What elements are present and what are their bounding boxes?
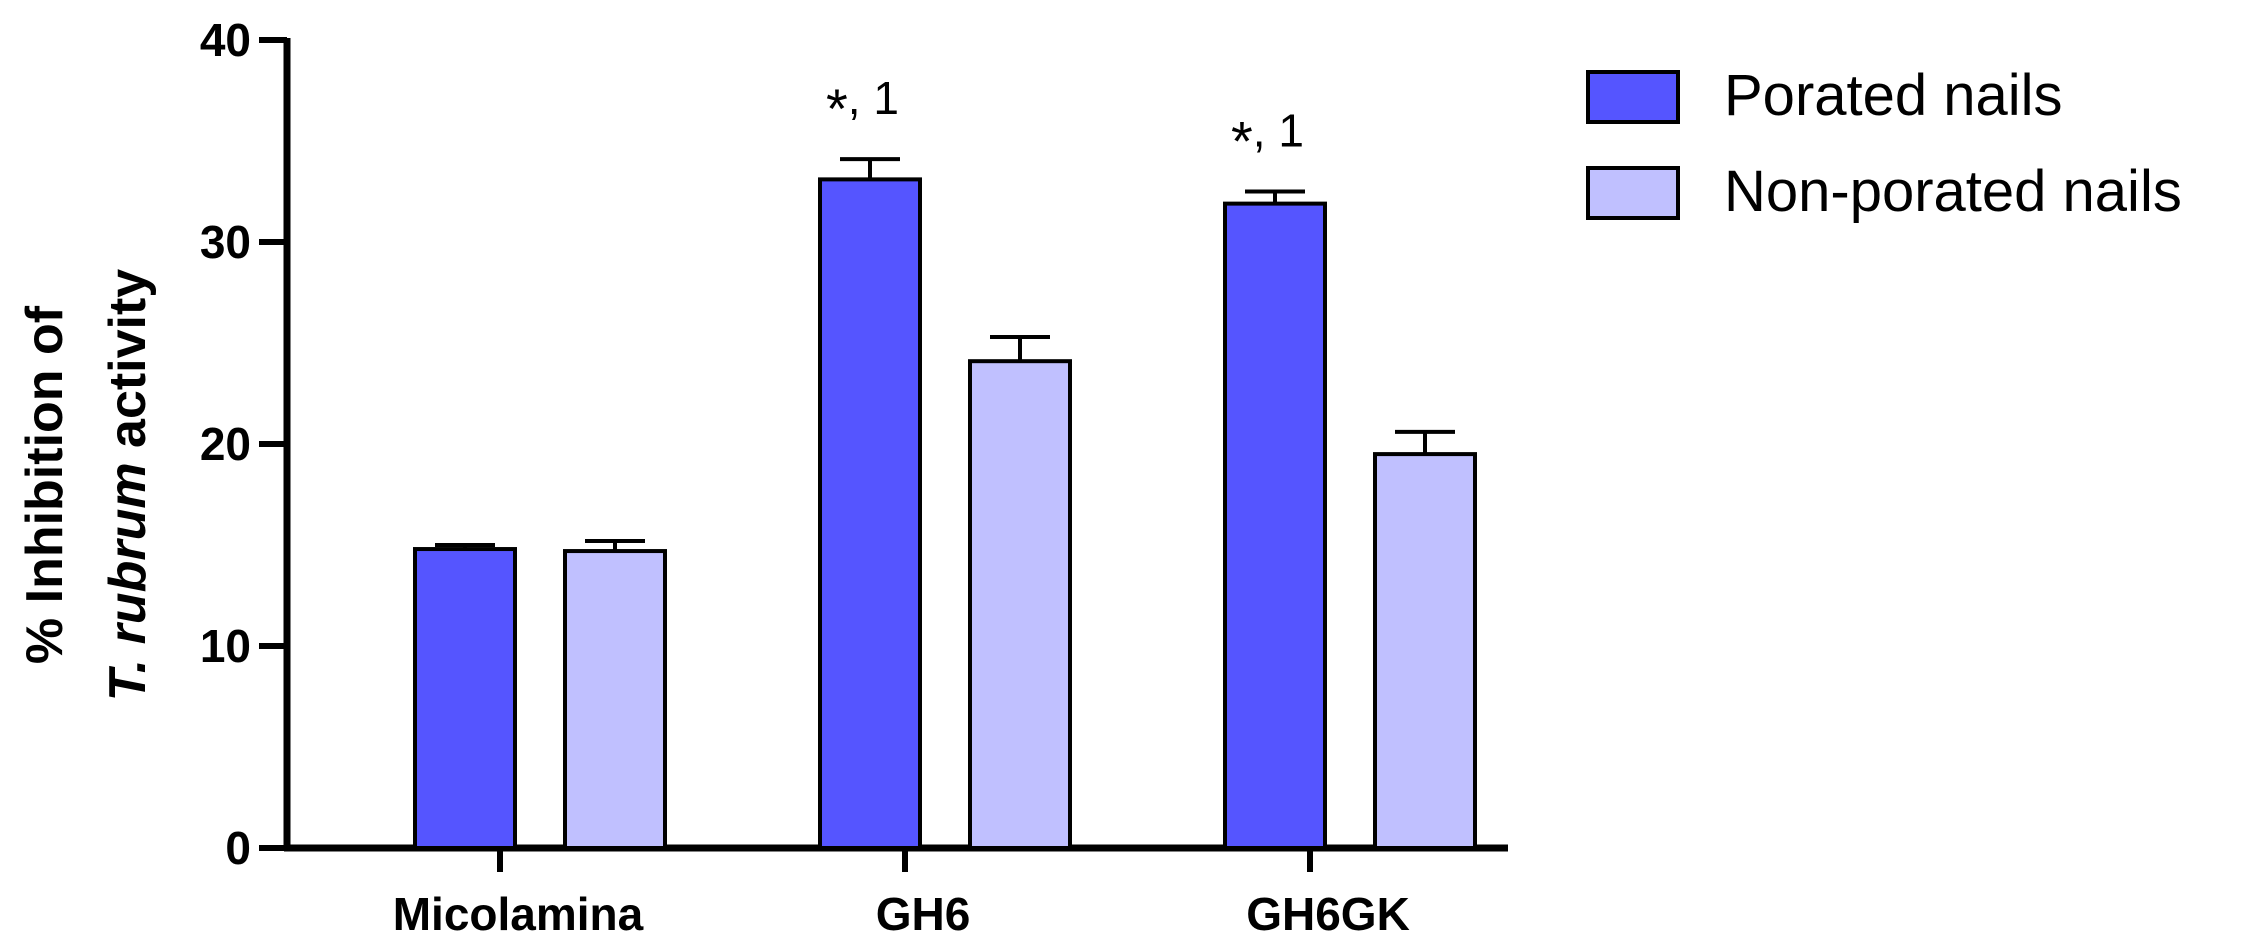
bar [1223,201,1327,850]
legend: Porated nails Non-porated nails [1586,63,2182,224]
bars: *, 1 *, 1 [413,72,1477,850]
y-axis-title: % Inhibition of T. rubrum activity [16,269,157,702]
legend-swatch [1586,70,1680,124]
y-axis-title-line1: % Inhibition of [16,305,74,664]
y-tick-label: 30 [200,216,251,268]
legend-label: Porated nails [1724,63,2063,128]
legend-swatch [1586,166,1680,220]
legend-label: Non-porated nails [1724,159,2182,224]
bar [413,547,517,850]
y-axis-title-line2: T. rubrum activity [99,269,157,702]
bar [1373,452,1477,850]
bar [563,549,667,850]
significance-annotation: *, 1 [1231,105,1304,173]
x-tick-label: GH6 [876,888,971,940]
bar [818,177,922,850]
bar [968,359,1072,850]
y-tick-label: 40 [200,14,251,66]
significance-annotation: *, 1 [826,72,899,140]
y-tick-label: 0 [225,822,251,874]
x-tick-label: GH6GK [1246,888,1410,940]
y-tick-label: 10 [200,620,251,672]
y-tick-label: 20 [200,418,251,470]
x-tick-label: Micolamina [393,888,644,940]
